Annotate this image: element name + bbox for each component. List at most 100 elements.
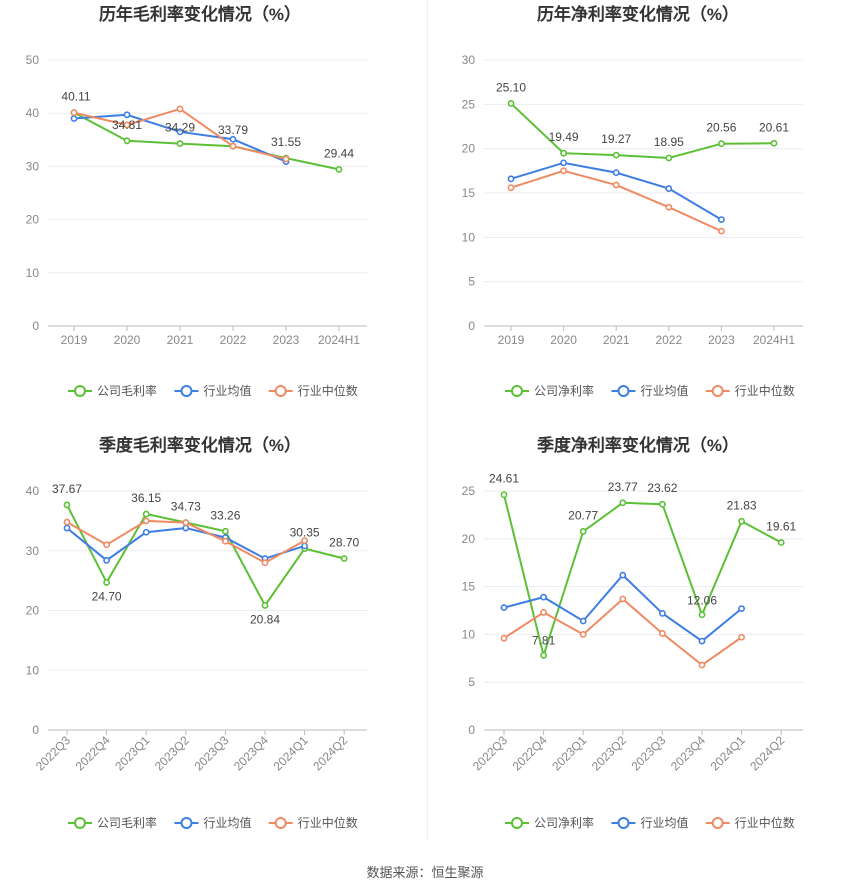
data-point (301, 537, 308, 544)
y-tick-label: 40 (26, 106, 40, 120)
data-point (70, 115, 78, 122)
x-tick-label: 2023Q1 (112, 733, 152, 773)
data-point (229, 135, 237, 143)
series-line-industry-average (503, 573, 743, 643)
series-line-company (66, 504, 345, 608)
x-tick-label: 2024H1 (318, 333, 360, 347)
legend-label: 行业中位数 (735, 815, 795, 830)
x-tick-label: 2023Q3 (628, 733, 668, 773)
data-point (540, 609, 547, 616)
y-tick-label: 10 (26, 266, 40, 280)
data-label: 30.35 (290, 526, 320, 540)
x-tick-label: 2023Q3 (191, 733, 231, 773)
x-tick-label: 2024H1 (753, 333, 795, 347)
data-point (176, 140, 184, 147)
x-tick-label: 2019 (61, 333, 88, 347)
data-label: 25.10 (496, 80, 526, 94)
legend-marker-icon (617, 817, 630, 829)
x-tick-label: 2022Q4 (73, 733, 113, 773)
x-tick-label: 2023Q2 (152, 733, 192, 773)
x-tick-label: 2022Q3 (470, 733, 510, 773)
data-point (103, 556, 110, 564)
data-point (261, 602, 269, 609)
data-label: 18.95 (654, 135, 684, 149)
data-label: 37.67 (52, 482, 82, 496)
data-point (123, 111, 131, 119)
data-label: 23.62 (647, 481, 677, 495)
data-point (718, 216, 725, 223)
legend-marker-icon (617, 385, 630, 397)
legend-label: 公司净利率 (534, 815, 594, 830)
legend-marker-icon (711, 385, 724, 397)
legend-marker-icon (74, 817, 86, 829)
y-tick-label: 0 (32, 723, 39, 737)
y-tick-label: 5 (468, 275, 475, 289)
data-label: 31.55 (271, 135, 301, 149)
x-tick-label: 2022Q3 (33, 733, 73, 773)
x-tick-label: 2021 (167, 333, 194, 347)
data-point (103, 541, 110, 549)
y-tick-label: 15 (462, 186, 476, 200)
data-label: 23.77 (608, 480, 638, 494)
y-tick-label: 0 (468, 723, 475, 737)
chart-panel-4: 季度净利率变化情况（%） 0 5 10 15 20 25 2022Q3 2022Q4 2023Q1… (462, 435, 803, 830)
x-tick-label: 2024Q2 (747, 733, 787, 773)
series-line-company (510, 102, 775, 159)
data-point (770, 139, 778, 147)
data-point (777, 539, 785, 546)
legend-item: 公司净利率 (505, 383, 594, 398)
data-point (340, 555, 348, 562)
legend-marker-icon (274, 817, 287, 829)
data-point (698, 637, 706, 645)
data-point (540, 651, 547, 659)
legend-item: 行业中位数 (268, 815, 358, 830)
data-point (63, 518, 71, 526)
data-label: 34.81 (112, 118, 142, 132)
data-point (665, 203, 673, 211)
data-point (718, 227, 725, 235)
data-label: 24.61 (489, 472, 519, 486)
data-point (560, 149, 567, 157)
legend-marker-icon (180, 385, 193, 397)
y-tick-label: 30 (462, 53, 476, 67)
data-point (507, 175, 515, 183)
y-tick-label: 50 (26, 53, 40, 67)
x-tick-label: 2024Q1 (271, 733, 311, 773)
data-label: 19.27 (601, 132, 631, 146)
data-source-note: 数据来源：恒生聚源 (366, 865, 484, 880)
y-tick-label: 10 (26, 663, 40, 677)
data-point (63, 524, 71, 532)
data-label: 36.15 (131, 491, 161, 505)
data-label: 34.73 (171, 499, 201, 513)
data-point (142, 510, 150, 518)
data-point (63, 501, 71, 509)
data-point (579, 617, 587, 625)
data-point (123, 137, 131, 145)
data-label: 34.29 (165, 121, 195, 135)
legend-item: 行业中位数 (705, 383, 795, 398)
data-label: 19.49 (549, 130, 579, 144)
legend-label: 公司净利率 (534, 383, 594, 398)
data-label: 20.61 (759, 120, 789, 134)
data-point (738, 633, 745, 641)
legend-label: 行业均值 (641, 815, 689, 830)
y-tick-label: 30 (26, 544, 40, 558)
data-point (335, 165, 343, 173)
data-point (500, 604, 508, 612)
data-point (176, 128, 184, 136)
y-tick-label: 30 (26, 159, 40, 173)
data-label: 20.77 (568, 508, 598, 522)
y-tick-label: 40 (26, 484, 40, 498)
data-point (579, 528, 587, 535)
series-line-company (503, 494, 782, 660)
x-tick-label: 2019 (498, 333, 525, 347)
legend-label: 公司毛利率 (97, 815, 157, 830)
y-tick-label: 10 (462, 230, 476, 244)
data-label: 33.26 (210, 508, 240, 522)
data-label: 29.44 (324, 146, 354, 160)
series-line-industry-median (503, 597, 743, 667)
x-tick-label: 2020 (114, 333, 141, 347)
x-tick-label: 2023Q4 (231, 733, 271, 773)
